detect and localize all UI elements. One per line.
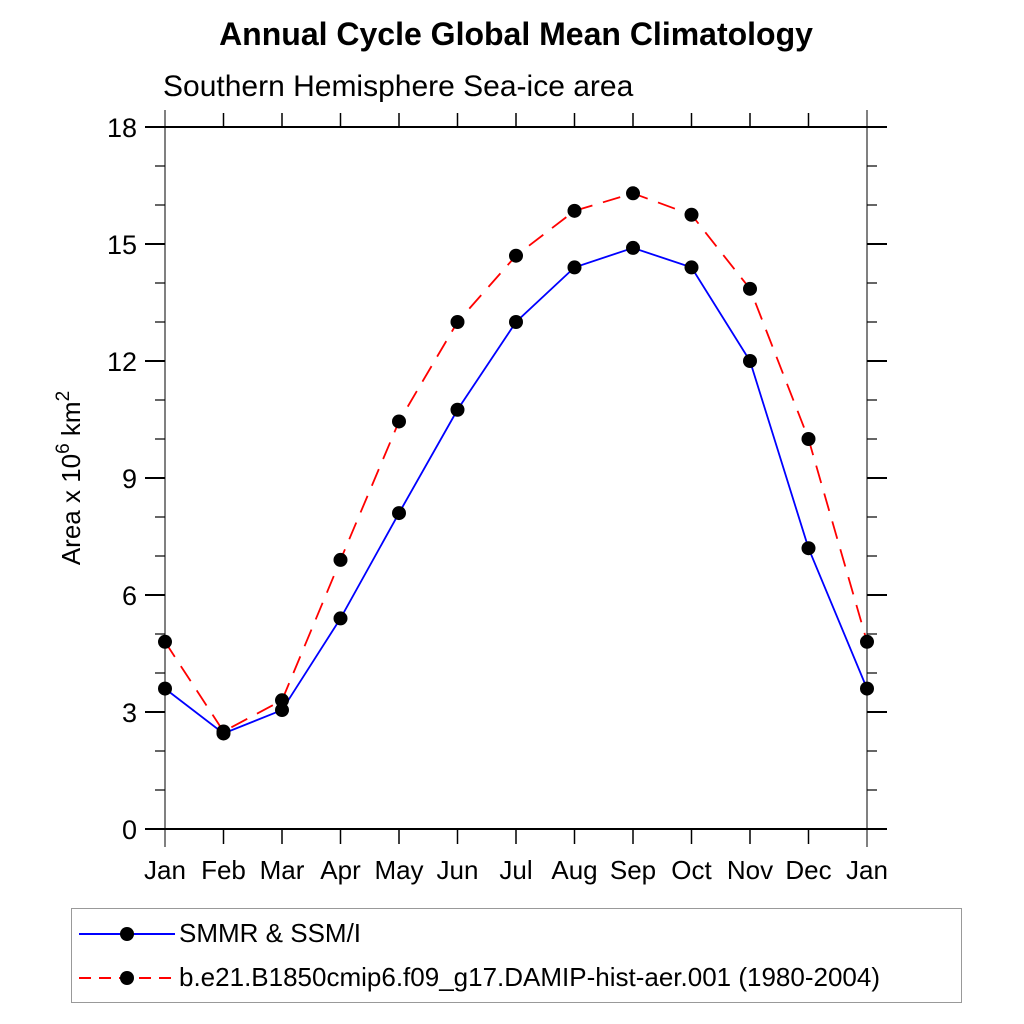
data-point-marker <box>216 724 231 739</box>
data-point-marker <box>275 693 289 708</box>
legend-line-sample <box>79 926 175 941</box>
x-tick-label: Jul <box>499 855 532 885</box>
x-tick-label: Oct <box>671 855 712 885</box>
data-point-marker <box>567 260 582 275</box>
x-tick-label: Jun <box>437 855 479 885</box>
data-point-marker <box>743 281 757 296</box>
legend-line-sample <box>79 970 175 985</box>
data-point-marker <box>860 681 874 696</box>
data-point-marker <box>450 315 465 329</box>
series-line-1 <box>164 192 868 733</box>
data-point-marker <box>684 260 699 275</box>
data-point-marker <box>392 414 406 429</box>
legend-marker-dot <box>120 970 134 985</box>
x-tick-label: Aug <box>551 855 597 885</box>
x-tick-label: Nov <box>727 855 773 885</box>
y-tick-label: 9 <box>122 464 137 494</box>
data-point-marker <box>275 703 289 718</box>
x-tick-label: Jan <box>846 855 888 885</box>
data-point-marker <box>509 248 523 263</box>
data-point-marker <box>801 541 816 556</box>
y-tick-label: 0 <box>122 815 137 845</box>
chart-plot-area: Jan Feb Mar Apr May Jun Jul Aug Sep Oct Nov Dec Jan0… <box>53 110 888 885</box>
y-tick-label: 12 <box>107 347 137 377</box>
data-point-marker <box>626 186 640 201</box>
y-axis-label: Area x 106 km2 <box>53 391 86 565</box>
data-point-marker <box>450 402 465 417</box>
x-tick-label: Dec <box>785 855 831 885</box>
data-point-marker <box>509 315 523 329</box>
x-tick-label: Feb <box>201 855 246 885</box>
chart-legend: SMMR & SSM/I b.e21.B1850cmip6.f09_g17.DA… <box>71 908 962 1003</box>
data-point-marker <box>158 681 172 696</box>
y-tick-label: 18 <box>107 113 137 143</box>
y-axis-label-text: km <box>56 401 86 443</box>
x-tick-label: Apr <box>320 855 361 885</box>
y-tick-label: 3 <box>122 698 137 728</box>
x-tick-label: Jan <box>144 855 186 885</box>
data-point-marker <box>333 552 348 567</box>
chart-title: Annual Cycle Global Mean Climatology <box>219 16 813 52</box>
data-point-marker <box>567 203 582 218</box>
legend-marker-dot <box>120 926 134 941</box>
legend-label: SMMR & SSM/I <box>179 918 362 948</box>
data-point-marker <box>743 354 757 368</box>
legend-label: b.e21.B1850cmip6.f09_g17.DAMIP-hist-aer.… <box>179 962 880 992</box>
data-point-marker <box>626 240 640 255</box>
legend-entry: SMMR & SSM/I <box>77 912 961 956</box>
y-axis-label-superscript: 6 <box>53 443 74 454</box>
data-point-marker <box>801 432 816 446</box>
data-point-marker <box>392 506 406 521</box>
x-tick-label: Sep <box>610 855 656 885</box>
chart-subtitle: Southern Hemisphere Sea-ice area <box>163 70 634 103</box>
y-axis-label-text: Area x 10 <box>56 454 86 565</box>
y-tick-label: 15 <box>107 230 137 260</box>
data-point-marker <box>333 611 348 626</box>
x-tick-label: May <box>374 855 423 885</box>
data-point-marker <box>860 634 874 649</box>
y-axis-label-superscript: 2 <box>53 391 74 402</box>
legend-entry: b.e21.B1850cmip6.f09_g17.DAMIP-hist-aer.… <box>77 956 961 1000</box>
y-tick-label: 6 <box>122 581 137 611</box>
x-tick-label: Mar <box>260 855 305 885</box>
data-point-marker <box>684 207 699 222</box>
data-point-marker <box>158 634 172 649</box>
